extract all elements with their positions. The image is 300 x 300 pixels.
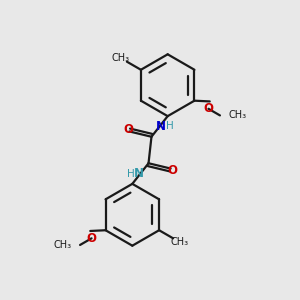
Text: H: H: [166, 121, 173, 131]
Text: O: O: [203, 102, 214, 115]
Text: CH₃: CH₃: [54, 240, 72, 250]
Text: N: N: [156, 120, 166, 133]
Text: H: H: [127, 169, 134, 179]
Text: CH₃: CH₃: [170, 237, 189, 247]
Text: O: O: [123, 123, 133, 136]
Text: CH₃: CH₃: [228, 110, 246, 120]
Text: O: O: [86, 232, 97, 245]
Text: O: O: [167, 164, 177, 177]
Text: N: N: [134, 167, 144, 180]
Text: CH₃: CH₃: [111, 53, 130, 63]
